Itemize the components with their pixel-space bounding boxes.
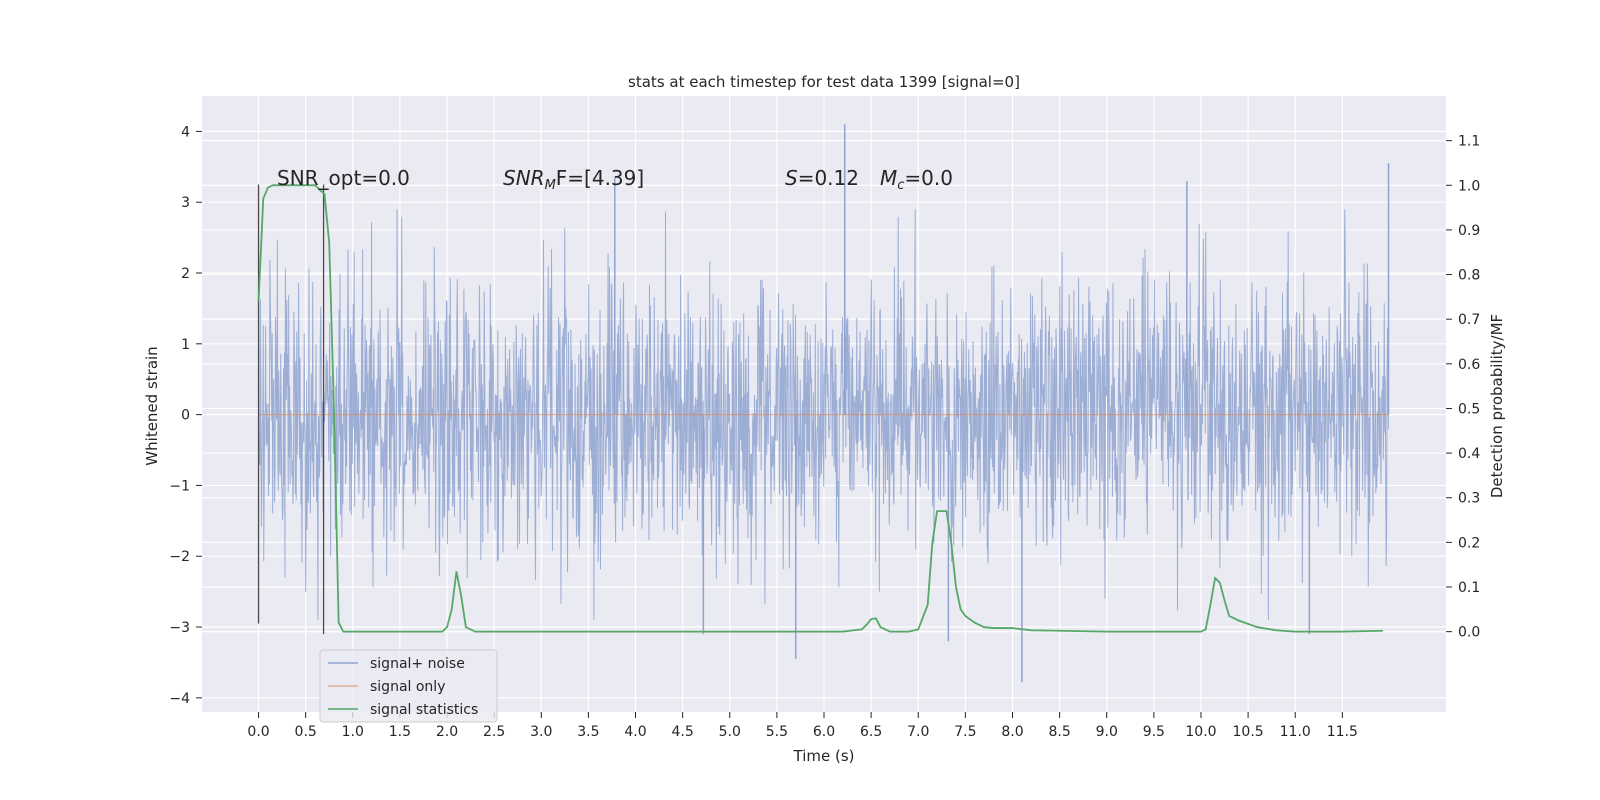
- x-tick-label: 1.0: [342, 724, 364, 740]
- x-tick-label: 6.0: [813, 724, 835, 740]
- y-right-tick-label: 0.6: [1458, 357, 1480, 373]
- chart-title: stats at each timestep for test data 139…: [628, 73, 1020, 91]
- x-tick-label: 7.5: [954, 724, 976, 740]
- y-left-tick-label: 2: [181, 266, 190, 282]
- y-axis-right-ticks: 1.1 1.0 0.9 0.8 0.7 0.6 0.5 0.4 0.3 0.2 0.1 0.0: [1446, 134, 1480, 641]
- y-right-tick-label: 0.0: [1458, 625, 1480, 641]
- x-tick-label: 8.0: [1001, 724, 1023, 740]
- y-right-tick-label: 0.2: [1458, 535, 1480, 551]
- y-right-tick-label: 0.7: [1458, 312, 1480, 328]
- y-left-tick-label: −2: [169, 549, 190, 565]
- x-tick-label: 7.0: [907, 724, 929, 740]
- y-right-tick-label: 0.5: [1458, 401, 1480, 417]
- y-left-tick-label: −3: [169, 620, 190, 636]
- x-tick-label: 4.0: [624, 724, 646, 740]
- annotation-mc-subscript: c: [897, 178, 904, 193]
- x-axis-label: Time (s): [793, 747, 855, 765]
- y-right-tick-label: 1.0: [1458, 178, 1480, 194]
- annotation-snr-mf-symbol: SNR: [503, 166, 545, 190]
- x-tick-label: 1.5: [389, 724, 411, 740]
- y-left-tick-label: −4: [169, 691, 190, 707]
- annotation-snr-opt: SNR_opt=0.0: [277, 166, 410, 190]
- legend-label-signal-statistics: signal statistics: [370, 702, 478, 718]
- legend: signal+ noise signal only signal statist…: [319, 649, 498, 723]
- annotation-mc: Mc=0.0: [880, 166, 953, 193]
- series-signal-statistics: [257, 184, 1383, 633]
- legend-label-signal-noise: signal+ noise: [370, 656, 465, 672]
- annotation-snr-mf-value: F=[4.39]: [556, 166, 644, 190]
- marker-lines: [257, 184, 325, 635]
- annotation-s-symbol: S: [785, 166, 798, 190]
- annotation-snr-mf-subscript: M: [545, 178, 556, 193]
- annotation-snr-mf: SNRMF=[4.39]: [503, 166, 644, 193]
- x-tick-label: 11.5: [1327, 724, 1358, 740]
- x-tick-label: 10.5: [1233, 724, 1264, 740]
- x-tick-label: 0.0: [247, 724, 269, 740]
- x-tick-label: 9.5: [1143, 724, 1165, 740]
- y-right-tick-label: 0.1: [1458, 580, 1480, 596]
- x-tick-label: 3.0: [530, 724, 552, 740]
- signal-statistics-line: [257, 184, 1383, 633]
- annotation-s-value: =0.12: [798, 166, 859, 190]
- y-axis-left-label: Whitened strain: [143, 346, 161, 465]
- y-right-tick-label: 0.8: [1458, 268, 1480, 284]
- y-axis-left-ticks: 4 3 2 1 0 −1 −2 −3 −4: [169, 124, 202, 707]
- x-tick-label: 5.0: [719, 724, 741, 740]
- y-axis-right-label: Detection probability/MF: [1488, 314, 1506, 498]
- y-left-tick-label: 0: [181, 408, 190, 424]
- y-right-tick-label: 0.9: [1458, 223, 1480, 239]
- y-right-tick-label: 1.1: [1458, 134, 1480, 150]
- x-tick-label: 6.5: [860, 724, 882, 740]
- y-right-tick-label: 0.4: [1458, 446, 1480, 462]
- legend-label-signal-only: signal only: [370, 679, 445, 695]
- signal-noise-line: [258, 209, 1390, 620]
- grid: [202, 96, 1446, 712]
- x-tick-label: 8.5: [1048, 724, 1070, 740]
- x-tick-label: 3.5: [577, 724, 599, 740]
- x-tick-label: 5.5: [766, 724, 788, 740]
- annotation-mc-value: =0.0: [904, 166, 953, 190]
- x-tick-label: 10.0: [1185, 724, 1216, 740]
- annotation-s: S=0.12: [785, 166, 859, 190]
- x-tick-label: 2.5: [483, 724, 505, 740]
- y-left-tick-label: 4: [181, 124, 190, 140]
- y-left-tick-label: 3: [181, 195, 190, 211]
- legend-box: [319, 649, 498, 723]
- y-left-tick-label: 1: [181, 337, 190, 353]
- x-tick-label: 0.5: [295, 724, 317, 740]
- y-right-tick-label: 0.3: [1458, 491, 1480, 507]
- annotation-mc-symbol: M: [880, 166, 897, 190]
- x-tick-label: 9.0: [1096, 724, 1118, 740]
- x-tick-label: 2.0: [436, 724, 458, 740]
- x-tick-label: 4.5: [672, 724, 694, 740]
- x-axis-ticks: 0.0 0.5 1.0 1.5 2.0 2.5 3.0 3.5 4.0 4.5 5.0 5.5 6.0 6…: [247, 712, 1358, 740]
- x-tick-label: 11.0: [1280, 724, 1311, 740]
- y-left-tick-label: −1: [169, 478, 190, 494]
